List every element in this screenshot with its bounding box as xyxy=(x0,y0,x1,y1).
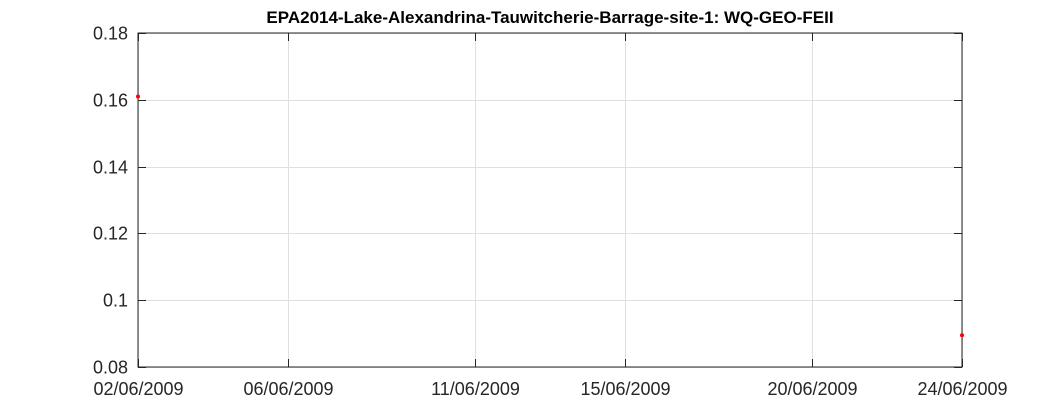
x-tick-label: 15/06/2009 xyxy=(580,379,670,399)
x-tick-label: 24/06/2009 xyxy=(917,379,1007,399)
y-tick-label: 0.12 xyxy=(93,224,128,244)
plot-area-frame xyxy=(137,32,963,368)
data-point xyxy=(960,333,964,338)
x-tick-label: 06/06/2009 xyxy=(243,379,333,399)
y-tick-label: 0.14 xyxy=(93,158,128,178)
x-tick-label: 11/06/2009 xyxy=(431,379,520,399)
y-tick-label: 0.1 xyxy=(103,291,128,311)
y-tick-label: 0.18 xyxy=(93,24,128,44)
grid xyxy=(138,33,963,368)
x-tick-label: 20/06/2009 xyxy=(767,379,857,399)
y-tick-label: 0.08 xyxy=(93,358,128,378)
x-tick-label: 02/06/2009 xyxy=(93,379,183,399)
data-points xyxy=(136,94,964,338)
chart-title: EPA2014-Lake-Alexandrina-Tauwitcherie-Ba… xyxy=(266,8,833,27)
y-tick-label: 0.16 xyxy=(93,91,128,111)
axis-ticks xyxy=(138,33,963,368)
data-point xyxy=(136,94,140,99)
tick-labels: 02/06/2009 06/06/2009 11/06/2009 15/06/2009… xyxy=(93,24,1008,400)
